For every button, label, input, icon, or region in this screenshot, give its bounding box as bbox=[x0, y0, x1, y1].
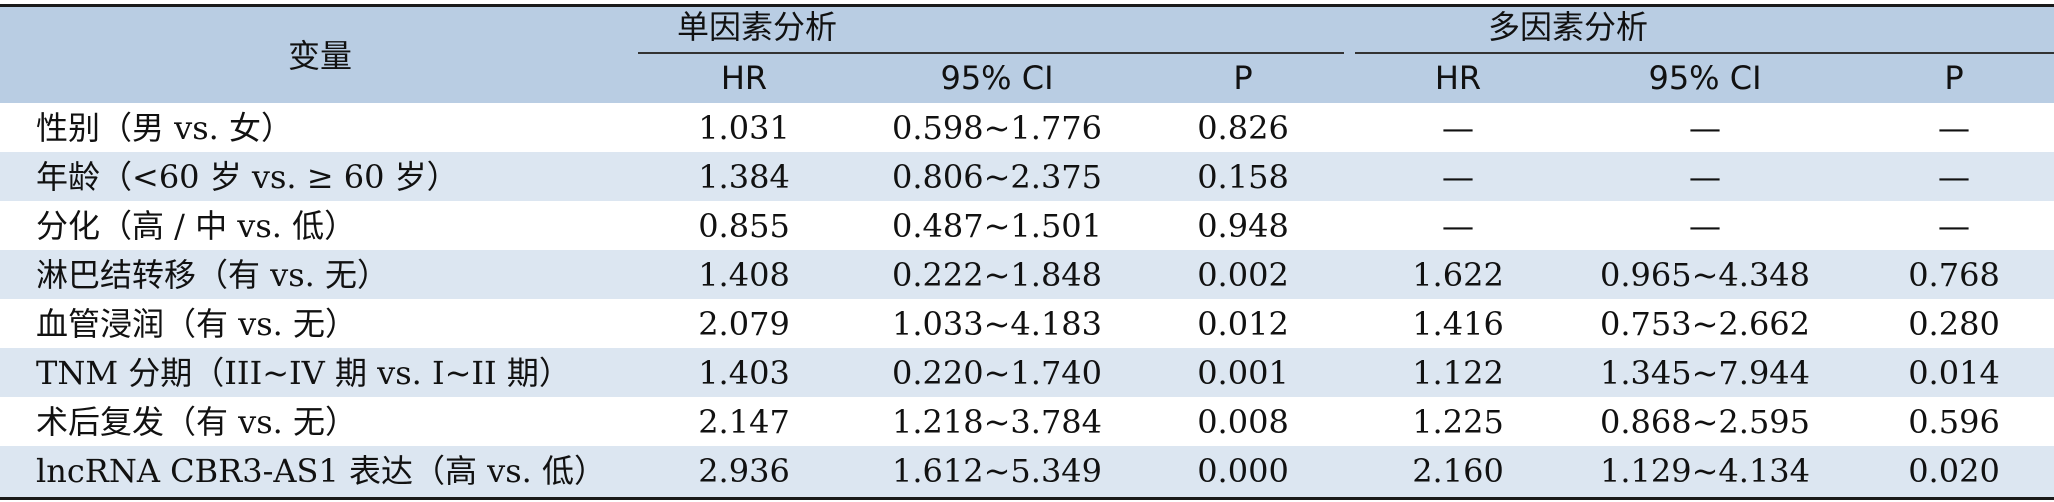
multi-hr-cell: 1.225 bbox=[1412, 403, 1504, 441]
uni-p-cell: 0.002 bbox=[1197, 256, 1289, 294]
multi-ci-cell: 1.129~4.134 bbox=[1599, 452, 1811, 490]
uni-ci-header: 95% CI bbox=[940, 59, 1054, 97]
uni-hr-cell: 2.936 bbox=[698, 452, 790, 490]
variable-cell: 术后复发（有 vs. 无） bbox=[36, 403, 358, 441]
table-row: lncRNA CBR3-AS1 表达（高 vs. 低） 2.936 1.612~… bbox=[0, 446, 2054, 497]
uni-p-header: P bbox=[1233, 59, 1253, 97]
variable-cell: 年龄（<60 岁 vs. ≥ 60 岁） bbox=[36, 158, 459, 196]
variable-cell: TNM 分期（III~IV 期 vs. I~II 期） bbox=[36, 354, 571, 392]
table-header-background bbox=[0, 7, 2054, 103]
variable-cell: 性别（男 vs. 女） bbox=[36, 109, 294, 147]
uni-ci-cell: 0.487~1.501 bbox=[891, 207, 1103, 245]
uni-p-cell: 0.000 bbox=[1197, 452, 1289, 490]
multi-hr-cell: 1.622 bbox=[1412, 256, 1504, 294]
multi-hr-cell: 2.160 bbox=[1412, 452, 1504, 490]
multi-hr-cell: 1.416 bbox=[1412, 305, 1504, 343]
table-row: 年龄（<60 岁 vs. ≥ 60 岁） 1.384 0.806~2.375 0… bbox=[0, 152, 2054, 201]
multi-p-cell: 0.768 bbox=[1908, 256, 2000, 294]
uni-ci-cell: 0.222~1.848 bbox=[891, 256, 1103, 294]
multi-p-cell: — bbox=[1938, 207, 1970, 245]
multi-ci-cell: — bbox=[1689, 158, 1721, 196]
multi-p-header: P bbox=[1944, 59, 1964, 97]
univariate-underline bbox=[638, 52, 1344, 54]
table-row: 术后复发（有 vs. 无） 2.147 1.218~3.784 0.008 1.… bbox=[0, 397, 2054, 446]
uni-hr-cell: 1.408 bbox=[698, 256, 790, 294]
uni-ci-cell: 1.033~4.183 bbox=[891, 305, 1103, 343]
uni-ci-cell: 0.220~1.740 bbox=[891, 354, 1103, 392]
table-row: 淋巴结转移（有 vs. 无） 1.408 0.222~1.848 0.002 1… bbox=[0, 250, 2054, 299]
uni-ci-cell: 0.598~1.776 bbox=[891, 109, 1103, 147]
uni-ci-cell: 1.612~5.349 bbox=[891, 452, 1103, 490]
table-row: TNM 分期（III~IV 期 vs. I~II 期） 1.403 0.220~… bbox=[0, 348, 2054, 397]
multi-ci-cell: 0.965~4.348 bbox=[1599, 256, 1811, 294]
uni-hr-header: HR bbox=[720, 59, 768, 97]
table-row: 分化（高 / 中 vs. 低） 0.855 0.487~1.501 0.948 … bbox=[0, 201, 2054, 250]
uni-p-cell: 0.948 bbox=[1197, 207, 1289, 245]
multivariate-underline bbox=[1355, 52, 2054, 54]
uni-hr-cell: 0.855 bbox=[698, 207, 790, 245]
uni-p-cell: 0.826 bbox=[1197, 109, 1289, 147]
multi-ci-cell: 0.868~2.595 bbox=[1599, 403, 1811, 441]
uni-p-cell: 0.012 bbox=[1197, 305, 1289, 343]
multi-p-cell: 0.596 bbox=[1908, 403, 2000, 441]
multi-hr-cell: — bbox=[1442, 109, 1474, 147]
uni-p-cell: 0.001 bbox=[1197, 354, 1289, 392]
uni-p-cell: 0.158 bbox=[1197, 158, 1289, 196]
uni-p-cell: 0.008 bbox=[1197, 403, 1289, 441]
multi-hr-cell: 1.122 bbox=[1412, 354, 1504, 392]
table-row: 性别（男 vs. 女） 1.031 0.598~1.776 0.826 — — … bbox=[0, 103, 2054, 152]
multi-hr-cell: — bbox=[1442, 207, 1474, 245]
uni-hr-cell: 1.403 bbox=[698, 354, 790, 392]
multi-p-cell: — bbox=[1938, 158, 1970, 196]
variable-cell: 淋巴结转移（有 vs. 无） bbox=[36, 256, 390, 294]
top-rule bbox=[0, 4, 2054, 7]
table-row: 血管浸润（有 vs. 无） 2.079 1.033~4.183 0.012 1.… bbox=[0, 299, 2054, 348]
uni-ci-cell: 1.218~3.784 bbox=[891, 403, 1103, 441]
multivariate-header: 多因素分析 bbox=[1487, 8, 1649, 46]
bottom-rule bbox=[0, 497, 2054, 500]
multi-ci-header: 95% CI bbox=[1648, 59, 1762, 97]
multi-p-cell: 0.014 bbox=[1908, 354, 2000, 392]
uni-hr-cell: 1.031 bbox=[698, 109, 790, 147]
multi-ci-cell: — bbox=[1689, 207, 1721, 245]
variable-cell: 血管浸润（有 vs. 无） bbox=[36, 305, 358, 343]
uni-ci-cell: 0.806~2.375 bbox=[891, 158, 1103, 196]
multi-ci-cell: — bbox=[1689, 109, 1721, 147]
multi-p-cell: — bbox=[1938, 109, 1970, 147]
multi-hr-header: HR bbox=[1434, 59, 1482, 97]
multi-ci-cell: 0.753~2.662 bbox=[1599, 305, 1811, 343]
multi-p-cell: 0.020 bbox=[1908, 452, 2000, 490]
variable-header: 变量 bbox=[287, 37, 353, 75]
multi-hr-cell: — bbox=[1442, 158, 1474, 196]
variable-cell: 分化（高 / 中 vs. 低） bbox=[36, 207, 357, 245]
multi-ci-cell: 1.345~7.944 bbox=[1599, 354, 1811, 392]
uni-hr-cell: 1.384 bbox=[698, 158, 790, 196]
variable-cell: lncRNA CBR3-AS1 表达（高 vs. 低） bbox=[36, 452, 606, 490]
uni-hr-cell: 2.147 bbox=[698, 403, 790, 441]
univariate-header: 单因素分析 bbox=[676, 8, 838, 46]
multi-p-cell: 0.280 bbox=[1908, 305, 2000, 343]
uni-hr-cell: 2.079 bbox=[698, 305, 790, 343]
